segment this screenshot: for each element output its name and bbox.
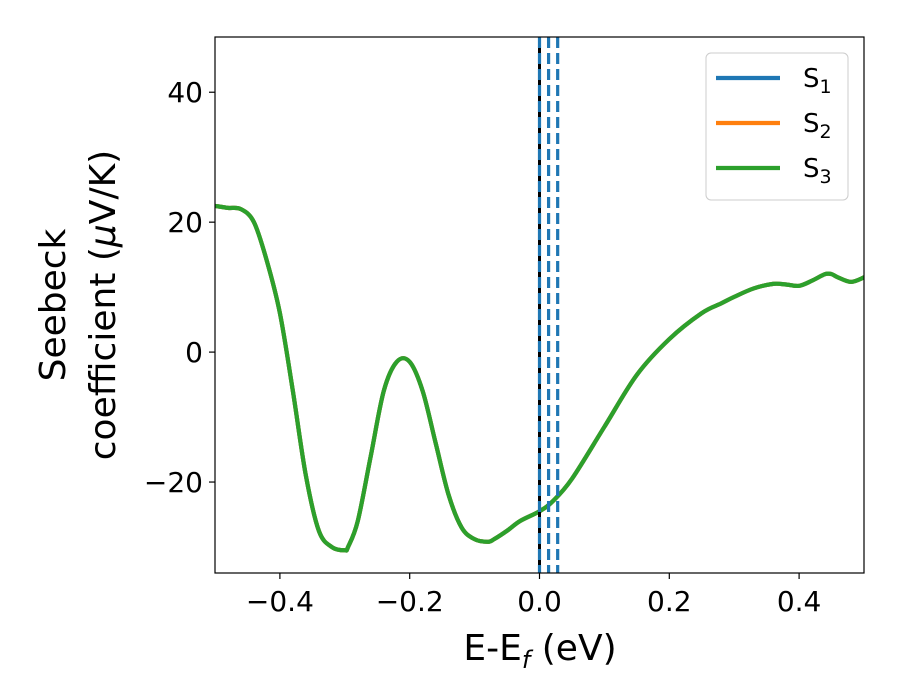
y-tick-label: 40 xyxy=(167,76,203,109)
legend-label-s3: S3 xyxy=(803,154,832,188)
x-tick-label: 0.2 xyxy=(647,585,692,618)
y-axis-label-line2: coefficient (μV/K) xyxy=(83,150,124,460)
legend-label-s2: S2 xyxy=(803,109,832,143)
y-tick-label: −20 xyxy=(144,466,203,499)
x-tick-label: −0.2 xyxy=(376,585,444,618)
x-tick-label: 0.4 xyxy=(777,585,822,618)
y-axis: −20 0 20 40 xyxy=(144,76,215,499)
x-tick-label: 0.0 xyxy=(517,585,562,618)
legend-label-s1: S1 xyxy=(803,64,832,98)
y-axis-label-line1: Seebeck xyxy=(33,228,74,381)
plot-area xyxy=(215,37,864,573)
x-axis: −0.4 −0.2 0.0 0.2 0.4 xyxy=(246,573,821,618)
legend: S1 S2 S3 xyxy=(705,52,849,201)
y-tick-label: 0 xyxy=(185,336,203,369)
x-axis-label: E-Ef (eV) xyxy=(463,628,616,674)
y-tick-label: 20 xyxy=(167,206,203,239)
series-line-s3 xyxy=(215,203,864,553)
legend-box xyxy=(705,52,849,201)
x-tick-label: −0.4 xyxy=(246,585,314,618)
y-axis-label: Seebeck coefficient (μV/K) xyxy=(33,150,124,460)
